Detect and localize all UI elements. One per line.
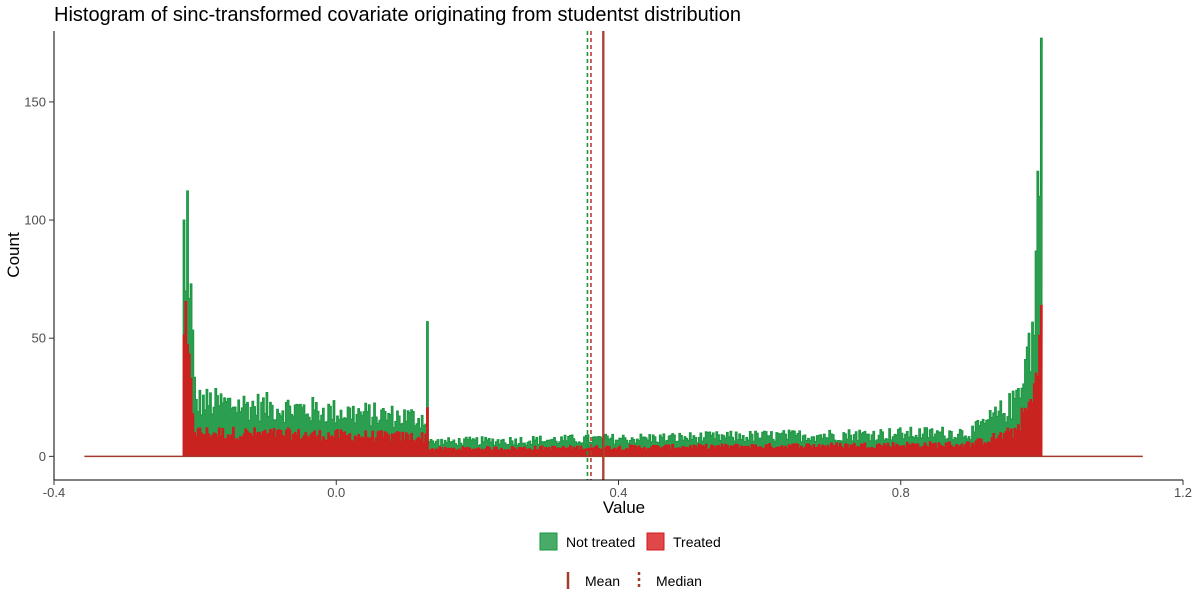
chart-title: Histogram of sinc-transformed covariate … <box>54 4 741 26</box>
x-axis: -0.4 0.0 0.4 0.8 1.2 <box>43 479 1192 500</box>
y-tick-label: 150 <box>24 94 46 109</box>
legend-lines: Mean Median <box>566 572 702 589</box>
x-tick-label: 0.0 <box>327 485 345 500</box>
x-tick-label: 0.4 <box>609 485 627 500</box>
legend-swatch-not-treated <box>539 532 558 551</box>
legend-label-mean: Mean <box>585 573 620 589</box>
x-tick-label: 0.8 <box>892 485 910 500</box>
y-tick-label: 0 <box>39 449 46 464</box>
series-treated <box>182 300 1043 457</box>
legend-label-treated: Treated <box>673 534 721 550</box>
legend-fill: Not treated Treated <box>539 532 721 551</box>
legend-label-median: Median <box>656 573 702 589</box>
x-axis-label: Value <box>603 498 645 517</box>
series-not-treated <box>182 37 1043 457</box>
legend-label-not-treated: Not treated <box>566 534 635 550</box>
x-tick-label: 1.2 <box>1174 485 1192 500</box>
plot-area <box>84 31 1143 480</box>
y-axis: 0 50 100 150 <box>24 31 55 480</box>
y-tick-label: 50 <box>32 331 46 346</box>
legend-swatch-treated <box>646 532 665 551</box>
y-axis-label: Count <box>4 232 23 278</box>
y-tick-label: 100 <box>24 213 46 228</box>
x-tick-label: -0.4 <box>43 485 65 500</box>
